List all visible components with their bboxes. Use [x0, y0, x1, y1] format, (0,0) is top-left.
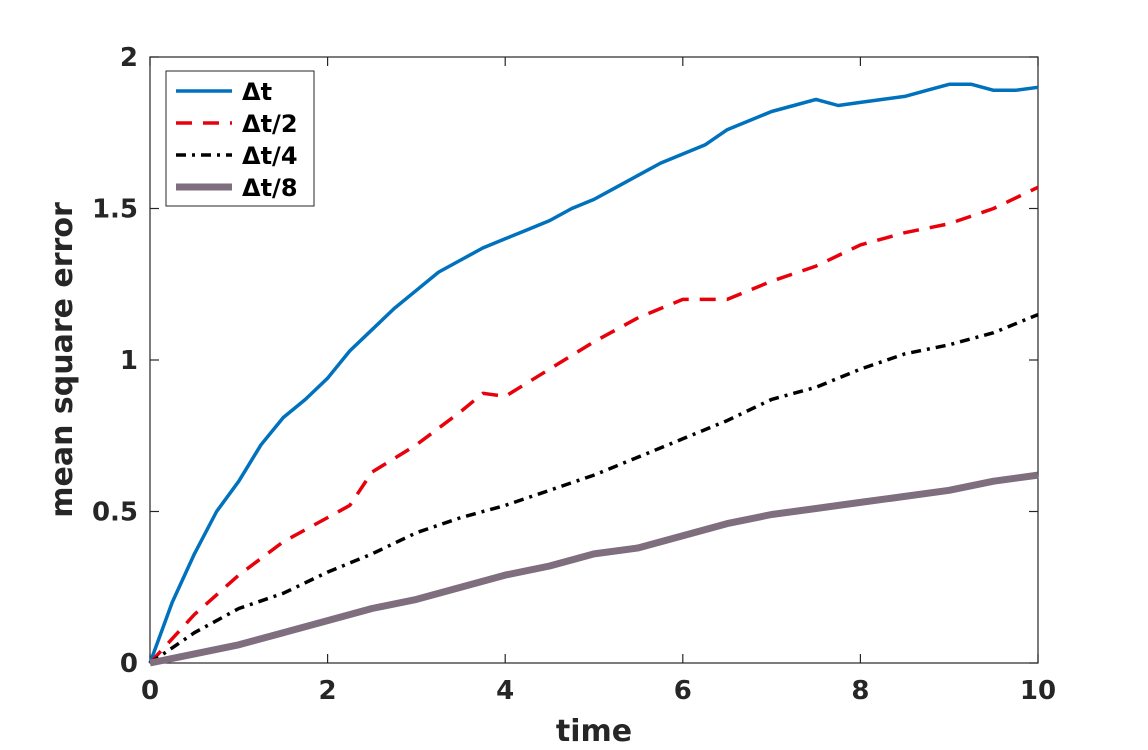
y-axis: 0 0.5 1 1.5 2: [92, 43, 1038, 679]
series-line-0: [148, 82, 1039, 664]
x-axis: 0 2 4 6 8 10: [141, 57, 1056, 706]
legend-label: Δt: [242, 78, 272, 106]
x-tick-label: 2: [319, 676, 337, 706]
legend-label: Δt/4: [242, 142, 298, 170]
series-line-2: [149, 312, 1039, 665]
y-tick-label: 1: [120, 346, 138, 376]
x-tick-label: 6: [674, 676, 692, 706]
x-tick-label: 0: [141, 676, 159, 706]
y-axis-label: mean square error: [45, 202, 80, 518]
y-tick-label: 2: [120, 43, 138, 73]
x-axis-label: time: [556, 714, 632, 749]
x-tick-label: 4: [496, 676, 514, 706]
y-tick-label: 0.5: [92, 498, 138, 528]
series-lines: [148, 82, 1039, 667]
x-tick-label: 8: [851, 676, 869, 706]
legend: Δt Δt/2 Δt/4 Δt/8: [165, 70, 315, 207]
x-tick-label: 10: [1020, 676, 1056, 706]
legend-label: Δt/2: [242, 110, 298, 138]
y-tick-label: 0: [120, 649, 138, 679]
legend-label: Δt/8: [242, 174, 298, 202]
series-line-3: [149, 471, 1039, 667]
y-tick-label: 1.5: [92, 195, 138, 225]
